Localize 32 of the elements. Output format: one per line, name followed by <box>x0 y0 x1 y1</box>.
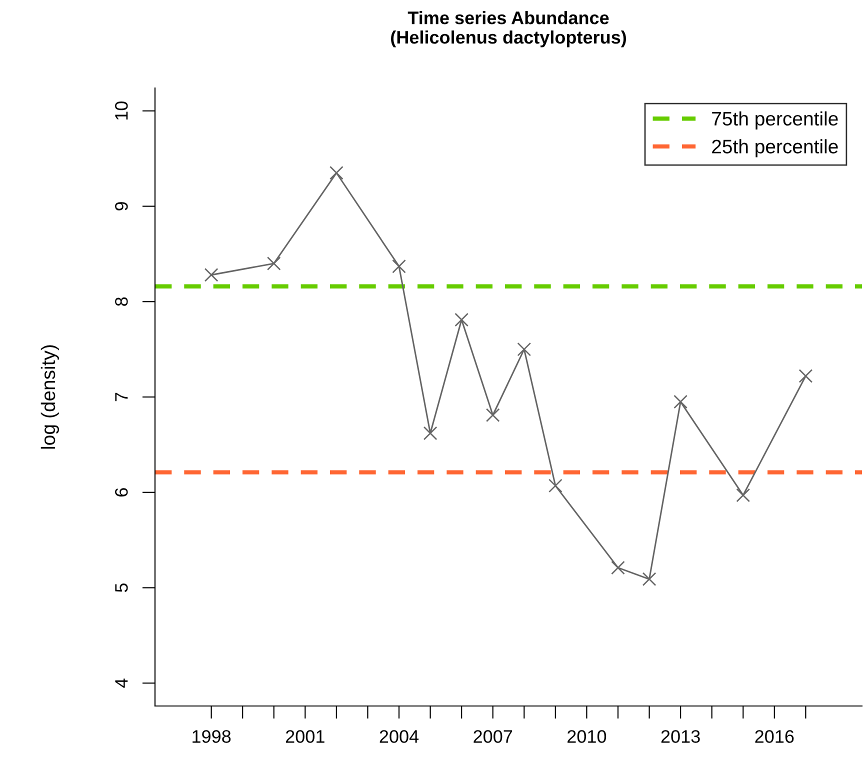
y-tick-label: 6 <box>115 488 128 496</box>
point <box>674 394 688 409</box>
point <box>266 256 281 270</box>
point <box>330 166 344 180</box>
x-tick-label: 2001 <box>286 730 324 743</box>
point <box>423 426 438 440</box>
point <box>548 478 562 493</box>
y-tick-label: 8 <box>115 297 128 306</box>
x-tick-label: 2016 <box>755 730 794 743</box>
chart-title: Time series Abundance (Helicolenus dactylopterus) <box>391 11 626 48</box>
point <box>642 572 656 586</box>
x-tick-label: 2007 <box>474 730 512 743</box>
point <box>454 312 469 327</box>
y-tick-label: 7 <box>115 392 128 402</box>
point <box>736 488 750 502</box>
x-tick-label: 2010 <box>568 730 606 743</box>
x-tick-label: 1998 <box>192 730 231 743</box>
point <box>517 342 532 356</box>
legend-label: 75th percentile <box>712 111 838 130</box>
y-tick-label: 10 <box>115 102 128 120</box>
point <box>486 408 500 422</box>
x-tick-label: 2013 <box>661 730 700 743</box>
point <box>392 259 406 274</box>
point <box>798 369 813 383</box>
y-tick-label: 4 <box>115 678 128 688</box>
y-axis-title: log (density) <box>40 345 59 449</box>
legend-label: 25th percentile <box>712 139 838 158</box>
x-tick-label: 2004 <box>380 730 419 743</box>
y-tick-label: 5 <box>115 583 128 592</box>
y-tick-label: 9 <box>115 202 128 210</box>
point <box>204 268 218 282</box>
point <box>611 560 625 575</box>
